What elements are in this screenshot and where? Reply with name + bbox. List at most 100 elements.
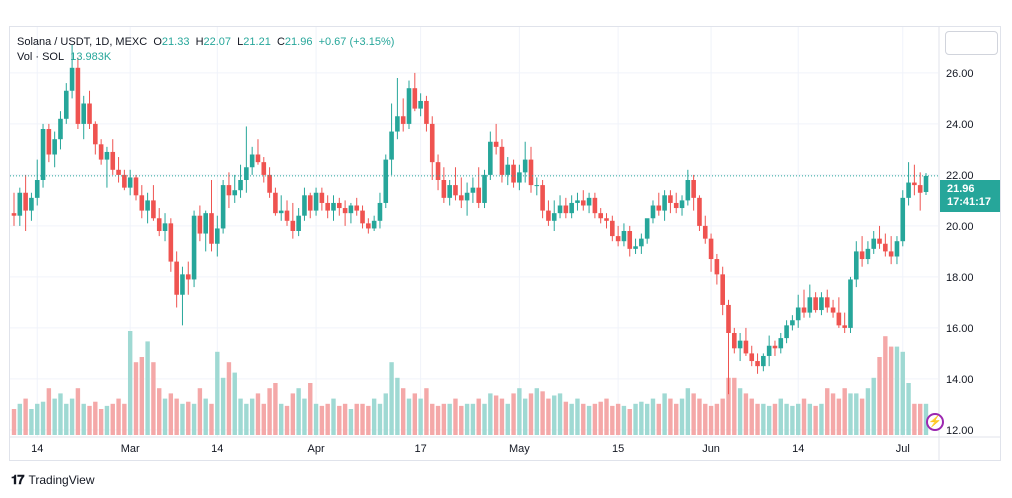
volume-bar	[127, 331, 133, 435]
candle-body	[226, 185, 232, 196]
candle-body	[307, 195, 313, 211]
volume-label: Vol · SOL	[17, 51, 65, 63]
candle-body	[685, 180, 691, 201]
volume-bar	[360, 403, 365, 435]
y-tick-label: 24.00	[946, 119, 974, 131]
candle-body	[482, 174, 487, 203]
volume-bar	[906, 383, 911, 435]
volume-bar	[482, 403, 487, 435]
candle-body	[505, 164, 511, 175]
volume-bar	[308, 383, 313, 435]
volume-bar	[418, 398, 423, 435]
x-tick-label: 17	[414, 443, 426, 455]
candle-body	[139, 195, 145, 211]
scale-currency-box[interactable]	[945, 31, 998, 55]
volume-bar	[273, 383, 278, 435]
candle-body	[923, 175, 929, 192]
volume-bar	[842, 388, 847, 435]
volume-bar	[778, 398, 783, 435]
x-axis: 14 Mar 14 Apr 17 May 15 Jun 14 Jul	[10, 436, 1000, 455]
volume-bar	[685, 388, 691, 435]
volume-bar	[75, 388, 81, 435]
volume-bar	[40, 401, 46, 435]
y-tick-label: 20.00	[946, 221, 974, 233]
candle-body	[278, 210, 284, 214]
volume-bar	[168, 393, 174, 435]
candle-body	[284, 210, 290, 221]
volume-bar	[813, 405, 818, 435]
volume-bar	[917, 403, 923, 435]
candle-body	[761, 355, 766, 367]
candle-body	[371, 220, 377, 229]
candle-body	[795, 307, 801, 321]
volume-bar	[563, 401, 569, 435]
volume-bar	[366, 405, 371, 435]
y-tick-label: 14.00	[946, 374, 974, 386]
volume-bar	[337, 405, 342, 435]
lightning-icon[interactable]: ⚡	[926, 413, 944, 431]
volume-bar	[226, 362, 232, 435]
candle-body	[191, 215, 197, 280]
candle-body	[644, 218, 650, 239]
candle-body	[743, 340, 749, 354]
candle-body	[249, 154, 255, 168]
symbol-label[interactable]: Solana / USDT, 1D, MEXC	[17, 36, 148, 48]
candle-body	[435, 162, 441, 180]
volume-bar	[755, 403, 760, 435]
candle-body	[732, 333, 737, 349]
volume-bar	[679, 398, 685, 435]
candle-body	[296, 215, 301, 231]
footer-brand[interactable]: 𝟏𝟕 TradingView	[11, 472, 95, 488]
volume-bar	[877, 357, 882, 435]
volume-bar	[714, 403, 720, 435]
volume-bar	[110, 403, 115, 435]
volume-bar	[557, 393, 563, 435]
volume-bar	[819, 403, 824, 435]
y-tick-label: 18.00	[946, 272, 974, 284]
candle-body	[819, 297, 824, 311]
volume-bar	[552, 395, 557, 435]
volume-bar	[23, 398, 28, 435]
volume-bar	[575, 398, 580, 435]
volume-bar	[796, 403, 801, 435]
volume-bar	[459, 405, 464, 435]
volume-bar	[836, 398, 842, 435]
candle-body	[290, 220, 296, 231]
candle-body	[546, 210, 551, 221]
candle-body	[888, 251, 894, 257]
volume-bar	[412, 393, 418, 435]
x-tick-label: 14	[792, 443, 804, 455]
candle-body	[604, 218, 609, 221]
candle-body	[75, 67, 81, 124]
volume-bar	[894, 346, 900, 435]
volume-bar	[220, 377, 226, 435]
candle-body	[122, 174, 127, 188]
candle-body	[824, 297, 830, 308]
candle-body	[580, 200, 586, 206]
volume-bar	[331, 398, 336, 435]
volume-bar	[784, 403, 789, 435]
candle-body	[232, 190, 238, 196]
volume-bar	[708, 405, 714, 435]
x-tick-label: Jun	[702, 443, 720, 455]
high-value: 22.07	[203, 36, 232, 48]
candle-body	[424, 100, 429, 124]
volume-bar	[615, 403, 621, 435]
candle-body	[63, 90, 69, 119]
candle-body	[418, 100, 423, 109]
x-tick-label: Jul	[896, 443, 910, 455]
volume-bar	[883, 336, 888, 435]
candle-body	[476, 187, 482, 203]
volume-bar	[11, 409, 17, 435]
close-value: 21.96	[284, 36, 313, 48]
volume-bar	[830, 393, 836, 435]
volume-bar	[674, 403, 679, 435]
candle-body	[499, 146, 505, 175]
volume-bar	[342, 403, 348, 435]
tradingview-logo-icon: 𝟏𝟕	[11, 472, 25, 487]
change-value: +0.67 (+3.15%)	[318, 36, 395, 48]
candle-body	[470, 187, 476, 193]
candle-body	[127, 177, 133, 188]
candle-body	[790, 320, 795, 326]
